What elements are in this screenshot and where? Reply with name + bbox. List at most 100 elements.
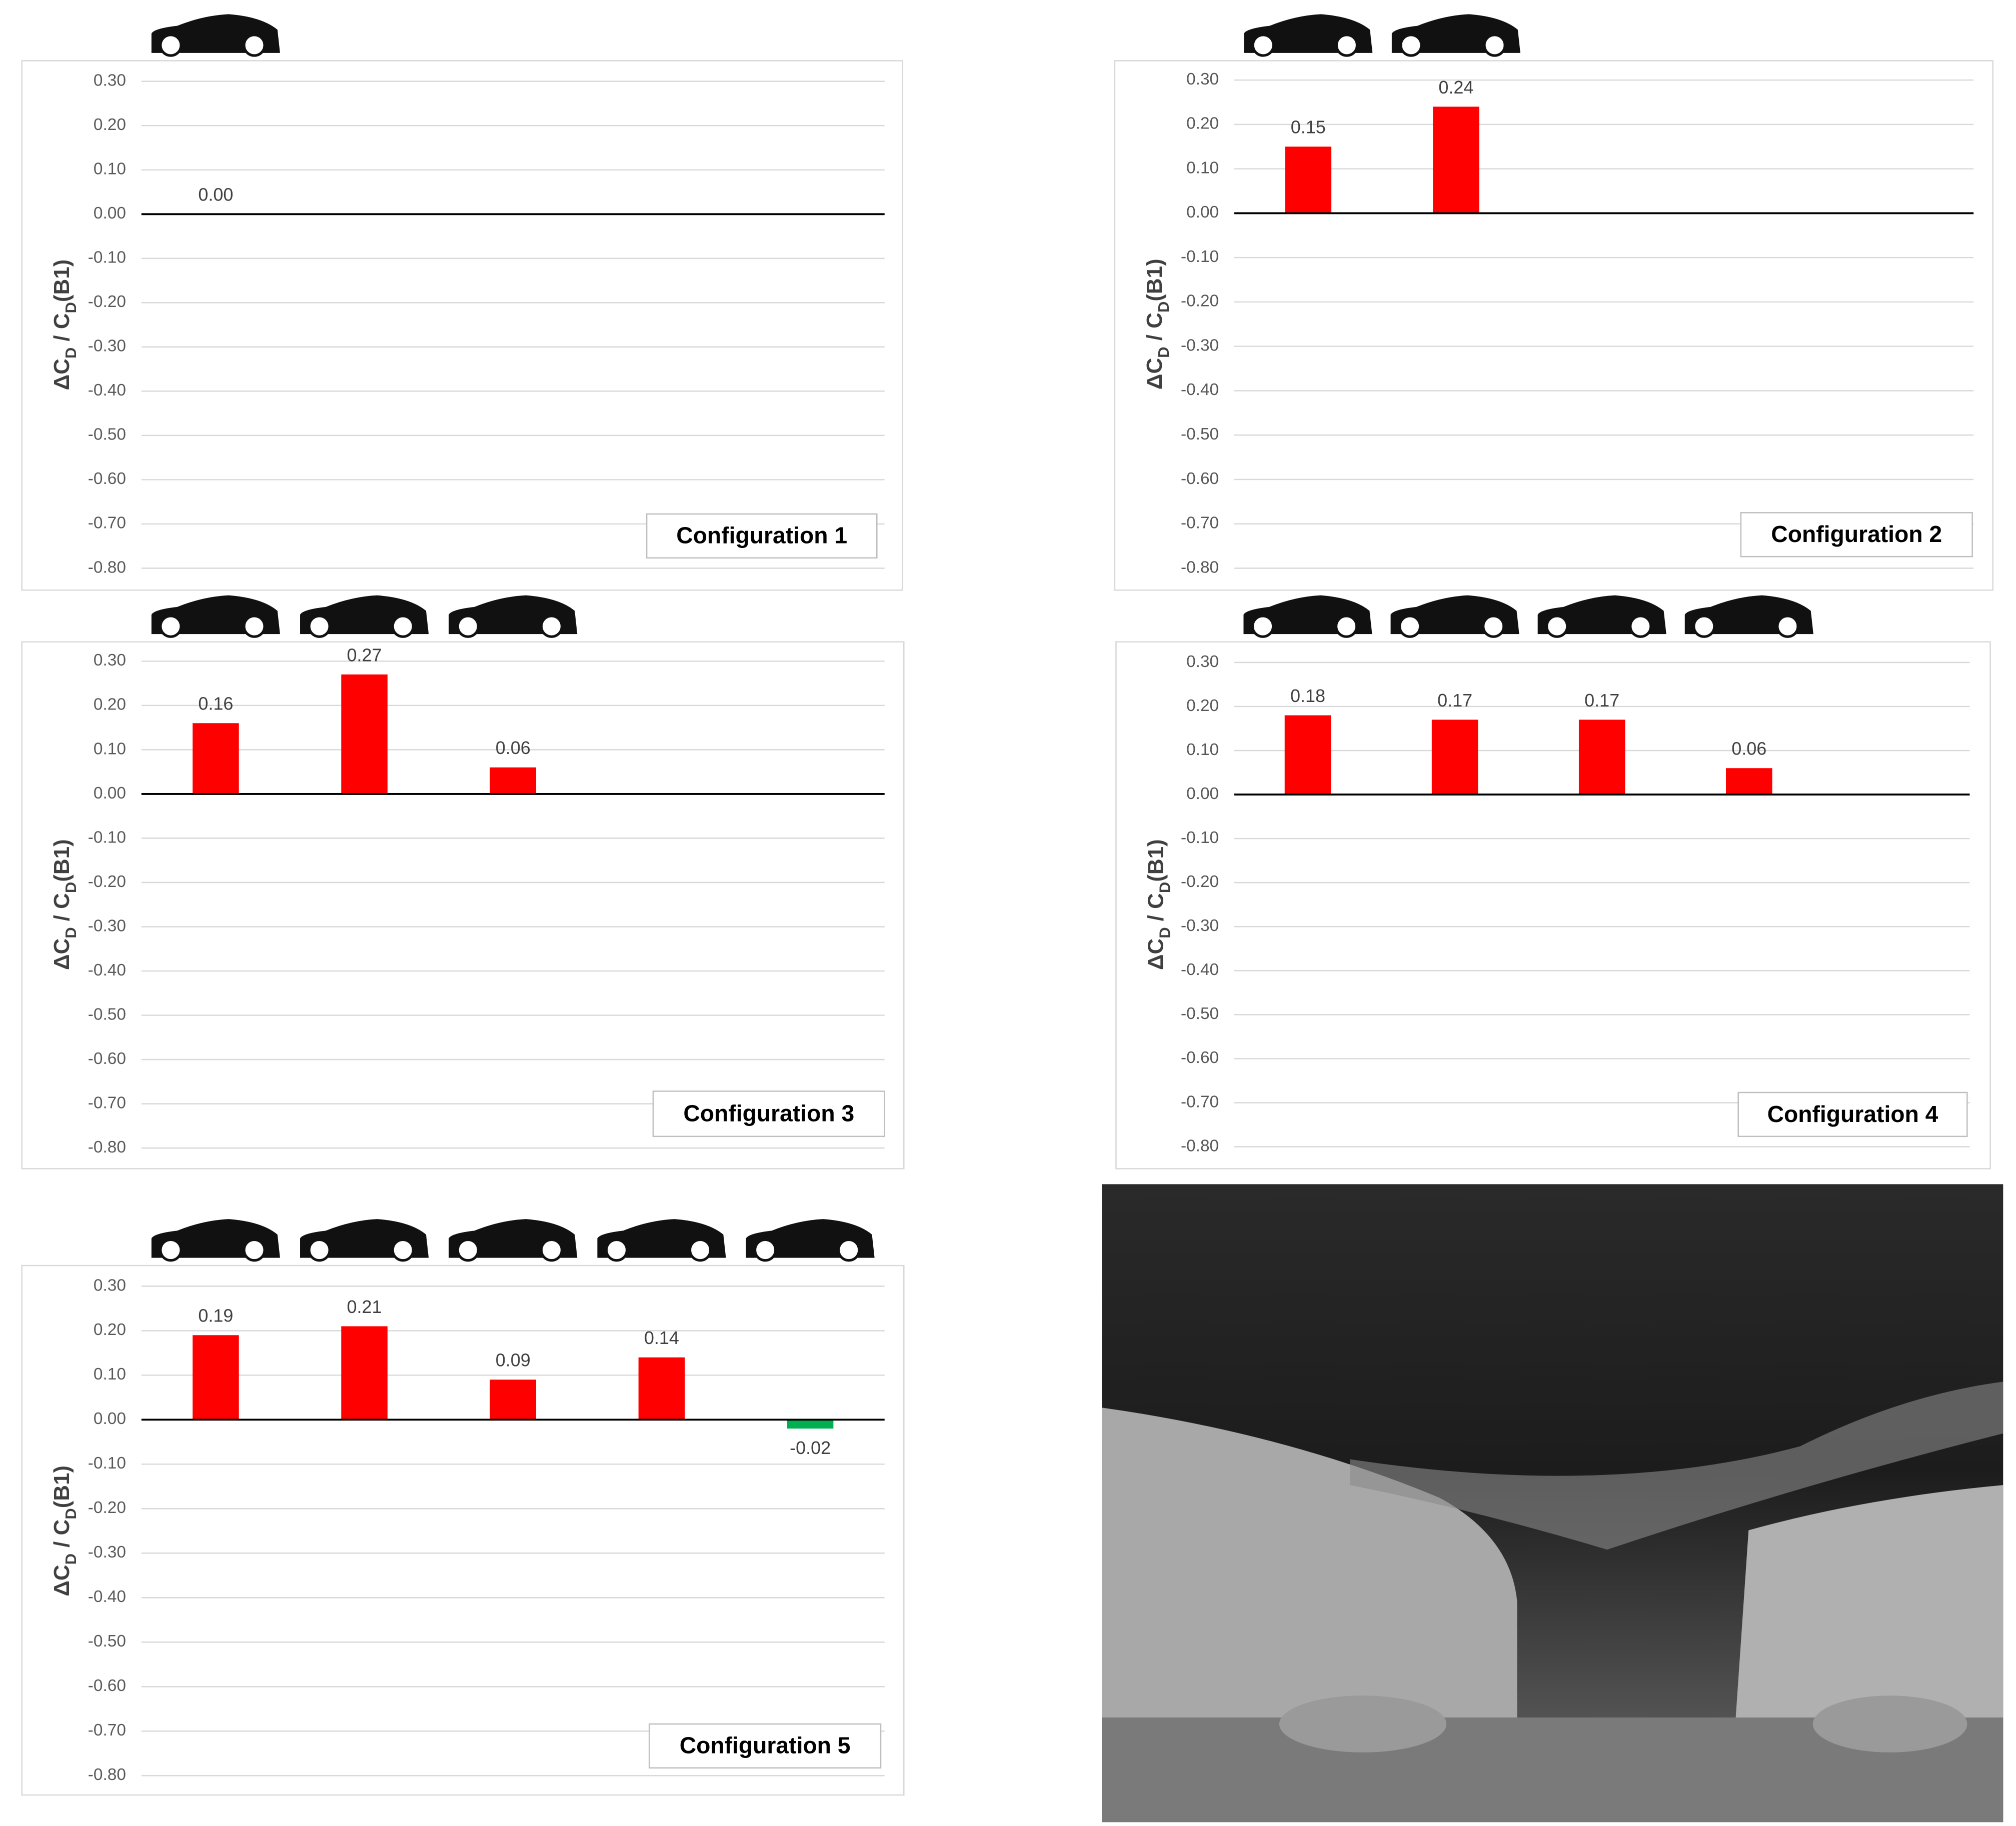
chart-title: Configuration 2 (1771, 521, 1942, 547)
y-tick-label: -0.30 (1181, 336, 1219, 354)
title-box (1740, 512, 1973, 558)
car-icon (151, 1219, 280, 1262)
y-tick-label: -0.50 (88, 426, 126, 444)
value-label: 0.06 (496, 738, 531, 758)
car-icon (1391, 14, 1520, 57)
value-label: 0.17 (1584, 690, 1619, 710)
car-wheel (391, 1238, 415, 1262)
car-icon (449, 595, 578, 638)
chart: 0.30 0.20 0.10 0.00 -0.10 -0.20 -0.30 -0.40 -0.5… (1114, 14, 1994, 591)
y-tick-label: -0.20 (1181, 292, 1219, 310)
car-icon (1684, 595, 1813, 638)
value-label: 0.24 (1438, 77, 1473, 98)
y-tick-label: 0.00 (94, 204, 126, 222)
value-label: 0.17 (1437, 690, 1472, 710)
y-tick-label: -0.50 (88, 1632, 126, 1650)
value-label: 0.19 (198, 1306, 233, 1326)
y-axis-label-part: (B1) (1143, 839, 1168, 882)
chart-title: Configuration 1 (676, 522, 847, 548)
y-tick-label: -0.60 (88, 470, 126, 488)
y-tick-label: 0.30 (94, 651, 126, 670)
car-wheel (308, 1238, 331, 1262)
bar (193, 1335, 239, 1420)
y-tick-label: -0.10 (88, 248, 126, 267)
y-tick-label: -0.80 (88, 1138, 126, 1156)
y-axis-label-part: ΔC (50, 938, 74, 970)
car-wheel (1399, 34, 1423, 57)
y-tick-label: -0.70 (1181, 514, 1219, 532)
car-wheel (753, 1238, 777, 1262)
car-icon (151, 14, 280, 57)
chart: 0.30 0.20 0.10 0.00 -0.10 -0.20 -0.30 -0.40 -0.5… (21, 595, 905, 1170)
y-tick-label: -0.30 (88, 337, 126, 356)
y-tick-label: -0.50 (1181, 1004, 1219, 1023)
car-wheel (391, 614, 415, 638)
car-icon (151, 595, 280, 638)
car-wheel (688, 1238, 712, 1262)
chart-title: Configuration 3 (683, 1100, 854, 1126)
y-tick-label: -0.10 (1181, 828, 1219, 847)
y-tick-label: -0.50 (88, 1005, 126, 1024)
value-label: 0.21 (347, 1296, 382, 1317)
chart-frame (1115, 641, 1991, 1170)
y-tick-label: -0.70 (88, 1094, 126, 1112)
car-wheel (159, 614, 183, 638)
y-tick-label: 0.30 (1186, 70, 1219, 88)
car-wheel (1776, 614, 1799, 638)
photo-smoke (1350, 1382, 2003, 1550)
car-wheel (159, 1238, 183, 1262)
y-tick-label: -0.80 (88, 1766, 126, 1784)
y-axis-label-part: D (62, 882, 80, 893)
car-wheel (1692, 614, 1716, 638)
y-tick-label: -0.70 (88, 514, 126, 532)
y-tick-label: 0.30 (94, 1276, 126, 1294)
title-box (646, 513, 878, 559)
title-box (1737, 1092, 1968, 1138)
title-box (652, 1090, 885, 1138)
y-axis-label-part: (B1) (50, 1466, 74, 1508)
car-icon (1243, 595, 1372, 638)
y-tick-label: -0.10 (88, 1454, 126, 1472)
bar (1285, 146, 1332, 214)
car-icon (746, 1219, 875, 1262)
photo-car-right (1735, 1485, 2003, 1756)
car-wheel (540, 1238, 564, 1262)
y-tick-label: -0.20 (88, 292, 126, 311)
y-tick-label: 0.30 (1186, 652, 1219, 671)
car-icon (1244, 14, 1373, 57)
y-tick-label: 0.10 (94, 160, 126, 178)
photo-wheel (1279, 1696, 1447, 1752)
car-wheel (243, 34, 266, 57)
y-tick-label: 0.20 (94, 1320, 126, 1339)
value-label: 0.14 (644, 1328, 679, 1348)
car-icon (300, 1219, 429, 1262)
y-tick-label: -0.20 (88, 1498, 126, 1517)
car-wheel (837, 1238, 861, 1262)
car-icon (1537, 595, 1666, 638)
bar (490, 767, 537, 794)
y-tick-label: -0.60 (1181, 1048, 1219, 1067)
bar (1431, 720, 1478, 795)
car-wheel (308, 614, 331, 638)
y-axis-label-part: / C (50, 313, 74, 347)
y-axis-label: ΔCD / CD(B1) (50, 1466, 80, 1596)
car-wheel (1251, 34, 1275, 57)
value-label: 0.15 (1291, 117, 1326, 138)
y-axis-label-part: D (62, 1508, 80, 1519)
car-icon (449, 1219, 578, 1262)
value-label: 0.09 (496, 1350, 531, 1370)
y-axis-label-part: (B1) (50, 839, 74, 882)
y-tick-label: -0.60 (88, 1676, 126, 1695)
y-tick-label: -0.30 (1181, 916, 1219, 935)
y-axis-label-part: D (62, 302, 80, 313)
y-tick-label: -0.40 (1181, 960, 1219, 979)
car-wheel (1483, 34, 1506, 57)
y-tick-label: -0.40 (88, 381, 126, 400)
y-tick-label: -0.70 (1181, 1092, 1219, 1111)
y-tick-label: -0.40 (1181, 380, 1219, 399)
chart-frame (21, 60, 903, 591)
chart: 0.30 0.20 0.10 0.00 -0.10 -0.20 -0.30 -0.40 -0.5… (1115, 595, 1991, 1170)
value-label: 0.06 (1731, 738, 1766, 759)
